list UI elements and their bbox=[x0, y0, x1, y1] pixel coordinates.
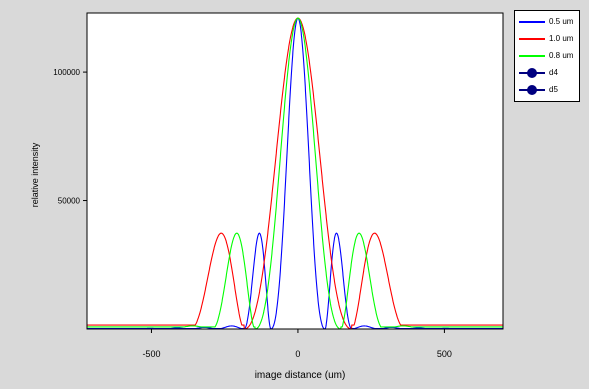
legend-label: 1.0 um bbox=[549, 34, 574, 43]
legend-label: 0.8 um bbox=[549, 51, 574, 60]
legend-swatch bbox=[519, 84, 545, 95]
legend-swatch-line bbox=[519, 54, 545, 57]
legend-swatch bbox=[519, 17, 545, 27]
legend-entry: d4 bbox=[515, 64, 579, 81]
legend: 0.5 um 1.0 um 0.8 um d4 d5 bbox=[514, 10, 580, 102]
x-tick-label: 500 bbox=[437, 349, 452, 359]
legend-marker bbox=[527, 67, 537, 78]
legend-entry: 0.8 um bbox=[515, 47, 579, 64]
x-tick-label: 0 bbox=[295, 349, 300, 359]
legend-entry: 1.0 um bbox=[515, 30, 579, 47]
legend-label: d4 bbox=[549, 68, 558, 77]
x-axis: -500 0 500 bbox=[142, 329, 452, 359]
legend-marker bbox=[527, 84, 537, 95]
legend-swatch bbox=[519, 34, 545, 44]
y-axis: 50000 100000 bbox=[53, 68, 87, 206]
legend-swatch bbox=[519, 51, 545, 61]
legend-swatch-line bbox=[519, 20, 545, 23]
legend-label: d5 bbox=[549, 85, 558, 94]
x-tick-label: -500 bbox=[142, 349, 160, 359]
legend-swatch-line bbox=[519, 37, 545, 40]
legend-label: 0.5 um bbox=[549, 17, 574, 26]
y-axis-label: relative intensity bbox=[30, 142, 40, 207]
x-axis-label: image distance (um) bbox=[255, 370, 346, 381]
y-tick-label: 100000 bbox=[53, 68, 80, 77]
legend-swatch bbox=[519, 67, 545, 78]
legend-entry: 0.5 um bbox=[515, 13, 579, 30]
y-tick-label: 50000 bbox=[58, 197, 81, 206]
legend-entry: d5 bbox=[515, 81, 579, 98]
series-line bbox=[87, 17, 503, 330]
series-line bbox=[87, 17, 503, 330]
plot-frame bbox=[86, 12, 504, 330]
plot-area bbox=[87, 13, 503, 329]
